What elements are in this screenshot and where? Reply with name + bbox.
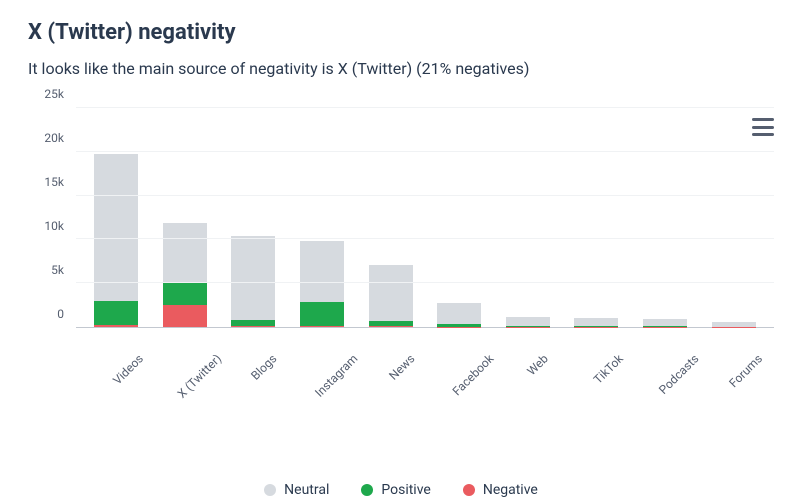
bar-segment-neutral (163, 223, 207, 283)
x-tick-label: News (386, 352, 417, 383)
x-tick-label: Instagram (312, 352, 360, 400)
chart-subtitle: It looks like the main source of negativ… (28, 59, 774, 78)
bar[interactable] (437, 303, 481, 327)
legend-swatch (361, 484, 373, 496)
plot-area (76, 108, 774, 328)
bar[interactable] (712, 322, 756, 327)
bar-segment-neutral (94, 154, 138, 301)
bar[interactable] (369, 265, 413, 327)
bar[interactable] (506, 317, 550, 327)
y-tick-label: 20k (44, 131, 64, 145)
y-tick-label: 10k (44, 219, 64, 233)
legend-swatch (264, 484, 276, 496)
chart-title: X (Twitter) negativity (28, 20, 774, 45)
bar-segment-neutral (369, 265, 413, 320)
x-tick-label: TikTok (590, 352, 625, 387)
legend-label: Negative (483, 482, 538, 498)
bar[interactable] (300, 241, 344, 327)
x-tick-label: X (Twitter) (175, 352, 224, 401)
legend-label: Neutral (284, 482, 329, 498)
bar-segment-negative (94, 325, 138, 327)
bar-segment-neutral (300, 241, 344, 303)
y-tick-label: 5k (51, 263, 64, 277)
sentiment-chart: 05k10k15k20k25k VideosX (Twitter)BlogsIn… (28, 108, 774, 408)
x-tick-label: Facebook (450, 352, 497, 399)
x-tick-label: Forums (727, 352, 766, 391)
bar[interactable] (643, 319, 687, 327)
x-tick-label: Videos (110, 352, 146, 388)
bar-segment-neutral (574, 318, 618, 326)
x-tick-label: Web (524, 352, 551, 379)
bar-segment-neutral (506, 317, 550, 326)
bar-segment-neutral (231, 236, 275, 319)
bar-segment-negative (300, 326, 344, 327)
legend-item-neutral[interactable]: Neutral (264, 482, 329, 498)
bar-segment-positive (94, 301, 138, 326)
bar[interactable] (94, 154, 138, 327)
bar-segment-negative (231, 326, 275, 327)
legend-item-negative[interactable]: Negative (463, 482, 538, 498)
legend-swatch (463, 484, 475, 496)
bar-segment-negative (369, 326, 413, 327)
y-tick-label: 15k (44, 175, 64, 189)
bar-segment-neutral (437, 303, 481, 324)
bar-segment-neutral (643, 319, 687, 326)
legend: Neutral Positive Negative (28, 482, 774, 498)
legend-item-positive[interactable]: Positive (361, 482, 430, 498)
bar-segment-positive (300, 302, 344, 326)
y-tick-label: 0 (57, 307, 64, 321)
x-axis: VideosX (Twitter)BlogsInstagramNewsFaceb… (76, 336, 774, 350)
y-tick-label: 25k (44, 87, 64, 101)
bar-segment-positive (163, 283, 207, 305)
bar-segment-negative (163, 305, 207, 327)
legend-label: Positive (381, 482, 430, 498)
y-axis: 05k10k15k20k25k (28, 108, 70, 328)
x-tick-label: Blogs (249, 352, 280, 383)
bar[interactable] (574, 318, 618, 327)
x-tick-label: Podcasts (656, 352, 701, 397)
